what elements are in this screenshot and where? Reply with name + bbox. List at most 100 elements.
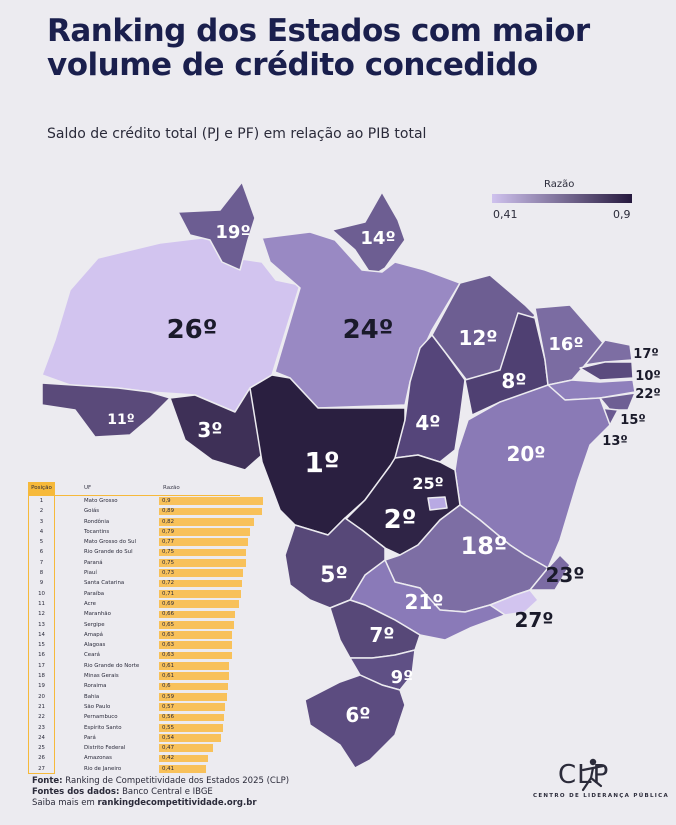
footer-more: Saiba mais em rankingdecompetitividade.o… [32,798,289,809]
header-divider [28,495,240,496]
footer-data-text: Banco Central e IBGE [122,787,213,797]
map-rank-label: 6º [345,703,370,727]
row-bar [159,507,262,516]
row-value: 0,75 [162,549,175,556]
ranking-table: Posição UF Razão 1 Mato Grosso 0,9 2 Goiás 0,… [28,482,263,775]
row-value: 0,56 [162,714,175,721]
state-rs [304,674,406,769]
row-state: Amazonas [84,755,112,762]
row-state: Tocantins [84,528,110,535]
row-state: Paraíba [84,590,105,597]
row-state: São Paulo [84,703,111,710]
row-state: Sergipe [84,621,105,628]
row-bar [159,528,251,536]
row-state: Acre [84,600,96,607]
map-rank-label: 3º [197,418,222,442]
table-row: 18 Minas Gerais 0,61 [28,671,242,682]
row-position: 16 [28,650,55,661]
row-state: Rio de Janeiro [84,765,122,772]
row-value: 0,63 [162,652,175,659]
table-row: 27 Rio de Janeiro 0,41 [28,763,242,775]
table-row: 6 Rio Grande do Sul 0,75 [28,547,246,558]
row-bar [159,662,230,670]
row-value: 0,69 [162,600,175,607]
row-value: 0,77 [162,539,175,546]
table-row: 23 Espírito Santo 0,55 [28,722,242,733]
row-position: 15 [28,640,55,651]
map-rank-label: 26º [167,315,218,345]
table-row: 5 Mato Grosso do Sul 0,77 [28,537,248,548]
row-position: 2 [28,506,55,517]
row-state: Roraima [84,683,107,690]
row-value: 0,54 [162,734,175,741]
row-state: Amapá [84,631,103,638]
table-body: 1 Mato Grosso 0,9 2 Goiás 0,89 3 Rondônia 0,82 4 T… [28,496,263,775]
map-rank-label: 22º [635,387,660,402]
clp-logo-icon [581,758,605,792]
map-rank-label: 25º [412,474,443,493]
table-row: 9 Santa Catarina 0,72 [28,578,243,589]
map-rank-label: 11º [107,412,134,428]
footer-link[interactable]: rankingdecompetitividade.org.br [97,798,257,808]
footer-more-text: Saiba mais em [32,798,95,808]
row-bar [159,682,229,691]
table-row: 4 Tocantins 0,79 [28,526,251,538]
table-row: 24 Pará 0,54 [28,732,242,744]
row-bar [159,723,223,732]
row-value: 0,59 [162,693,175,700]
map-rank-label: 2º [384,505,417,535]
row-position: 27 [28,763,55,775]
table-row: 25 Distrito Federal 0,47 [28,743,242,754]
state-paraiba [579,361,634,381]
row-state: Mato Grosso [84,498,118,504]
row-position: 20 [28,691,55,702]
table-row: 20 Bahia 0,59 [28,691,242,702]
row-bar [159,620,235,629]
table-row: 3 Rondônia 0,82 [28,516,254,527]
clp-logo-text: CLP [558,760,610,790]
row-position: 17 [28,660,55,672]
legend-title: Razão [544,179,575,190]
row-bar [159,703,225,711]
row-position: 13 [28,619,55,630]
row-bar [159,672,230,681]
table-row: 2 Goiás 0,89 [28,506,262,517]
row-position: 12 [28,609,55,620]
footer: Fonte: Ranking de Competitividade dos Es… [32,776,289,809]
row-position: 18 [28,671,55,682]
table-row: 12 Maranhão 0,66 [28,609,242,620]
row-value: 0,63 [162,631,175,638]
row-state: Paraná [84,559,103,566]
row-value: 0,65 [162,621,175,628]
row-position: 4 [28,526,55,538]
map-rank-label: 16º [548,334,583,355]
table-row: 1 Mato Grosso 0,9 [28,496,263,507]
row-value: 0,72 [162,580,175,587]
state-alagoas [599,392,636,411]
row-bar [159,579,243,588]
row-bar [159,569,244,578]
row-state: Santa Catarina [84,580,125,587]
col-header-uf: UF [84,485,92,491]
row-state: Maranhão [84,611,111,618]
row-state: Alagoas [84,642,106,649]
page-title: Ranking dos Estados com maior volume de … [47,13,590,83]
state-ms [284,517,386,609]
row-state: Minas Gerais [84,673,119,680]
clp-logo-subtitle: CENTRO DE LIDERANÇA PÚBLICA [533,793,670,799]
state-roraima [177,181,256,271]
row-position: 5 [28,537,55,548]
row-bar [159,754,208,763]
map-rank-label: 21º [404,590,443,614]
map-rank-label: 23º [545,563,584,587]
row-value: 0,79 [162,528,175,535]
row-position: 8 [28,568,55,579]
map-rank-label: 4º [415,411,440,435]
row-bar [159,713,224,722]
row-state: Pernambuco [84,714,118,721]
table-row: 13 Sergipe 0,65 [28,619,242,630]
row-position: 7 [28,557,55,569]
map-rank-label: 9º [391,667,414,688]
map-rank-label: 13º [602,434,627,449]
